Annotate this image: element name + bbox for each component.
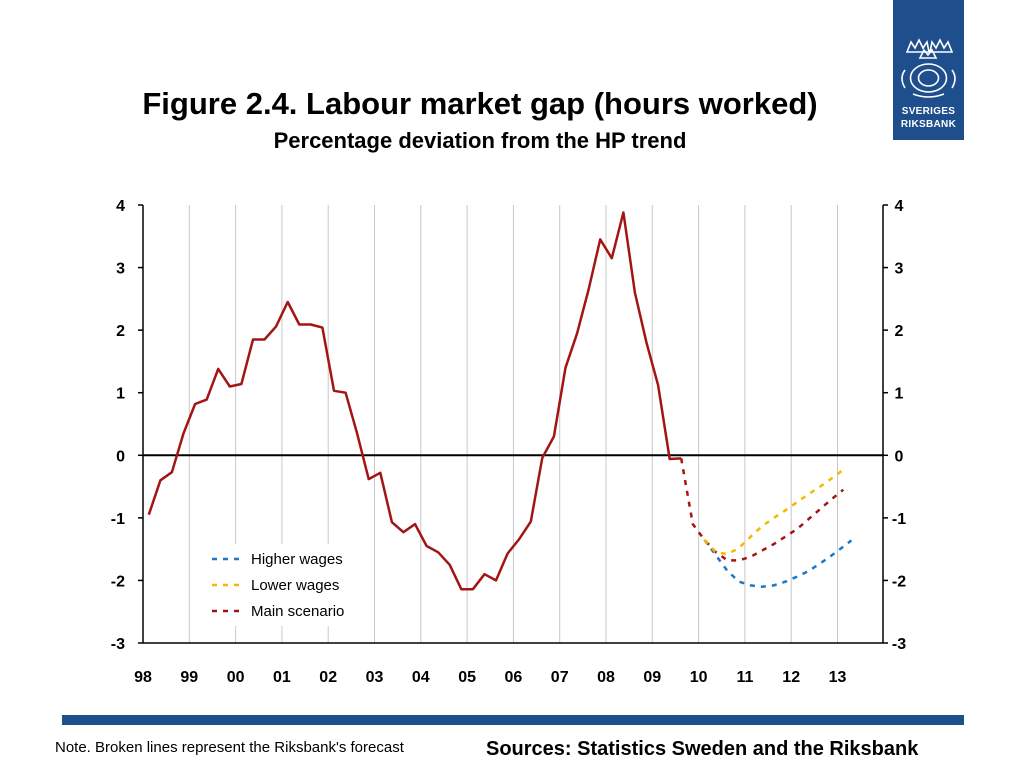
axes-layer: 4 43 32 21 10 0-1 -1-2 -2-3 -398 99 00 01 02 03 04 05 06… xyxy=(111,198,906,686)
y-tick-label-left: 4 xyxy=(116,198,125,215)
y-tick-label-right: -1 xyxy=(892,511,906,528)
y-tick-label-right: -2 xyxy=(892,573,906,590)
legend-label-forecast-main: Main scenario xyxy=(251,603,344,620)
logo-text-line2: RIKSBANK xyxy=(900,119,957,130)
y-tick-label-right: -3 xyxy=(892,636,906,653)
x-tick-label: 06 xyxy=(505,669,523,686)
y-tick-label-left: -1 xyxy=(111,511,125,528)
y-tick-label-left: 1 xyxy=(116,386,125,403)
y-tick-label-right: 1 xyxy=(895,386,904,403)
x-tick-label: 10 xyxy=(690,669,708,686)
chart-title: Figure 2.4. Labour market gap (hours wor… xyxy=(142,86,818,121)
x-tick-label: 13 xyxy=(829,669,847,686)
y-tick-label-right: 0 xyxy=(895,448,904,465)
x-tick-label: 04 xyxy=(412,669,430,686)
logo-text-line1: SVERIGES xyxy=(901,106,956,117)
series-line-forecast-main xyxy=(679,458,845,562)
line-chart: 4 43 32 21 10 0-1 -1-2 -2-3 -398 99 00 01 02 03 04 05 06… xyxy=(111,198,906,686)
series-layer xyxy=(147,211,853,591)
x-tick-label: 99 xyxy=(180,669,198,686)
x-tick-label: 12 xyxy=(782,669,800,686)
legend-box xyxy=(192,544,372,626)
footnote: Note. Broken lines represent the Riksban… xyxy=(55,739,404,756)
y-tick-label-right: 3 xyxy=(895,261,904,278)
y-tick-label-left: 2 xyxy=(116,323,125,340)
x-tick-label: 01 xyxy=(273,669,291,686)
y-tick-label-left: -3 xyxy=(111,636,125,653)
chart-subtitle: Percentage deviation from the HP trend xyxy=(273,128,687,153)
x-tick-label: 08 xyxy=(597,669,615,686)
series-line-forecast-higher xyxy=(703,539,853,588)
x-tick-label: 05 xyxy=(458,669,476,686)
x-tick-label: 98 xyxy=(134,669,152,686)
riksbank-logo: SVERIGES RIKSBANK xyxy=(893,0,964,140)
sources-text: Sources: Statistics Sweden and the Riksb… xyxy=(486,738,919,760)
legend-label-forecast-higher: Higher wages xyxy=(251,551,343,568)
y-tick-label-right: 4 xyxy=(895,198,904,215)
legend-label-forecast-lower: Lower wages xyxy=(251,577,339,594)
y-tick-label-left: -2 xyxy=(111,573,125,590)
x-tick-label: 07 xyxy=(551,669,569,686)
x-tick-label: 09 xyxy=(643,669,661,686)
x-tick-label: 11 xyxy=(736,669,753,686)
footer-divider-bar xyxy=(62,715,964,725)
series-line-outcome xyxy=(147,211,682,591)
y-tick-label-right: 2 xyxy=(895,323,904,340)
y-tick-label-left: 3 xyxy=(116,261,125,278)
riksbank-crest-icon xyxy=(901,38,956,98)
y-tick-label-left: 0 xyxy=(116,448,125,465)
x-tick-label: 02 xyxy=(319,669,337,686)
series-line-forecast-lower xyxy=(703,468,845,556)
legend: Higher wages Lower wages Main scenario xyxy=(192,544,372,626)
x-tick-label: 00 xyxy=(227,669,245,686)
x-tick-label: 03 xyxy=(366,669,384,686)
